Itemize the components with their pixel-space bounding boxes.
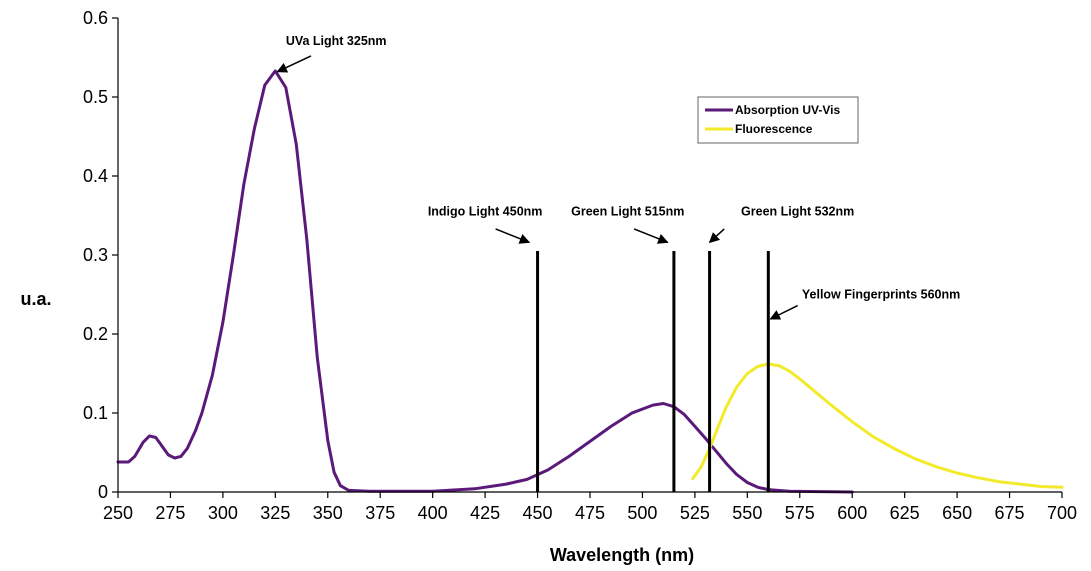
x-tick-label: 575 <box>785 503 815 523</box>
annotations: UVa Light 325nm Indigo Light 450nm Green L… <box>276 34 960 320</box>
x-tick-label: 425 <box>470 503 500 523</box>
y-tick-label: 0.3 <box>83 245 108 265</box>
annotation-label: UVa Light 325nm <box>286 34 387 48</box>
x-tick-label: 325 <box>260 503 290 523</box>
x-tick-label: 450 <box>523 503 553 523</box>
axes: 0 0.1 0.2 0.3 0.4 0.5 0.6 250 275 300 325 350 375 400… <box>83 8 1077 523</box>
x-tick-label: 475 <box>575 503 605 523</box>
x-tick-label: 500 <box>627 503 657 523</box>
legend-box <box>697 96 859 144</box>
annotation-label: Yellow Fingerprints 560nm <box>802 287 960 301</box>
plot-area <box>116 69 1064 494</box>
x-tick-label: 300 <box>208 503 238 523</box>
series-line-fluorescence <box>691 362 1064 489</box>
annotation-label: Indigo Light 450nm <box>428 205 543 219</box>
annotation-arrow <box>495 228 531 244</box>
y-tick-label: 0.4 <box>83 166 108 186</box>
annotation-arrow <box>708 228 725 244</box>
y-tick-label: 0 <box>98 482 108 502</box>
x-tick-label: 375 <box>365 503 395 523</box>
legend-label-fluorescence: Fluorescence <box>735 122 813 136</box>
x-tick-label: 275 <box>155 503 185 523</box>
x-tick-label: 675 <box>995 503 1025 523</box>
x-tick-label: 400 <box>418 503 448 523</box>
y-tick-label: 0.6 <box>83 8 108 28</box>
x-tick-label: 525 <box>680 503 710 523</box>
x-tick-label: 650 <box>942 503 972 523</box>
annotation-arrow <box>633 228 669 244</box>
annotation-arrow <box>276 55 312 73</box>
y-tick-label: 0.5 <box>83 87 108 107</box>
x-tick-label: 700 <box>1047 503 1077 523</box>
x-tick-label: 550 <box>732 503 762 523</box>
legend-label-absorption: Absorption UV-Vis <box>735 103 840 117</box>
annotation-label: Green Light 515nm <box>571 205 684 219</box>
x-tick-label: 600 <box>837 503 867 523</box>
annotation-label: Green Light 532nm <box>741 205 854 219</box>
y-tick-label: 0.1 <box>83 403 108 423</box>
series-line-absorption-uv-vis <box>116 69 854 494</box>
legend: Absorption UV-Vis Fluorescence <box>697 96 859 144</box>
annotation-arrow <box>769 304 799 320</box>
y-tick-label: 0.2 <box>83 324 108 344</box>
x-tick-label: 625 <box>890 503 920 523</box>
x-tick-label: 350 <box>313 503 343 523</box>
y-axis-title: u.a. <box>20 289 51 309</box>
x-axis-title: Wavelength (nm) <box>550 545 694 565</box>
x-tick-label: 250 <box>103 503 133 523</box>
